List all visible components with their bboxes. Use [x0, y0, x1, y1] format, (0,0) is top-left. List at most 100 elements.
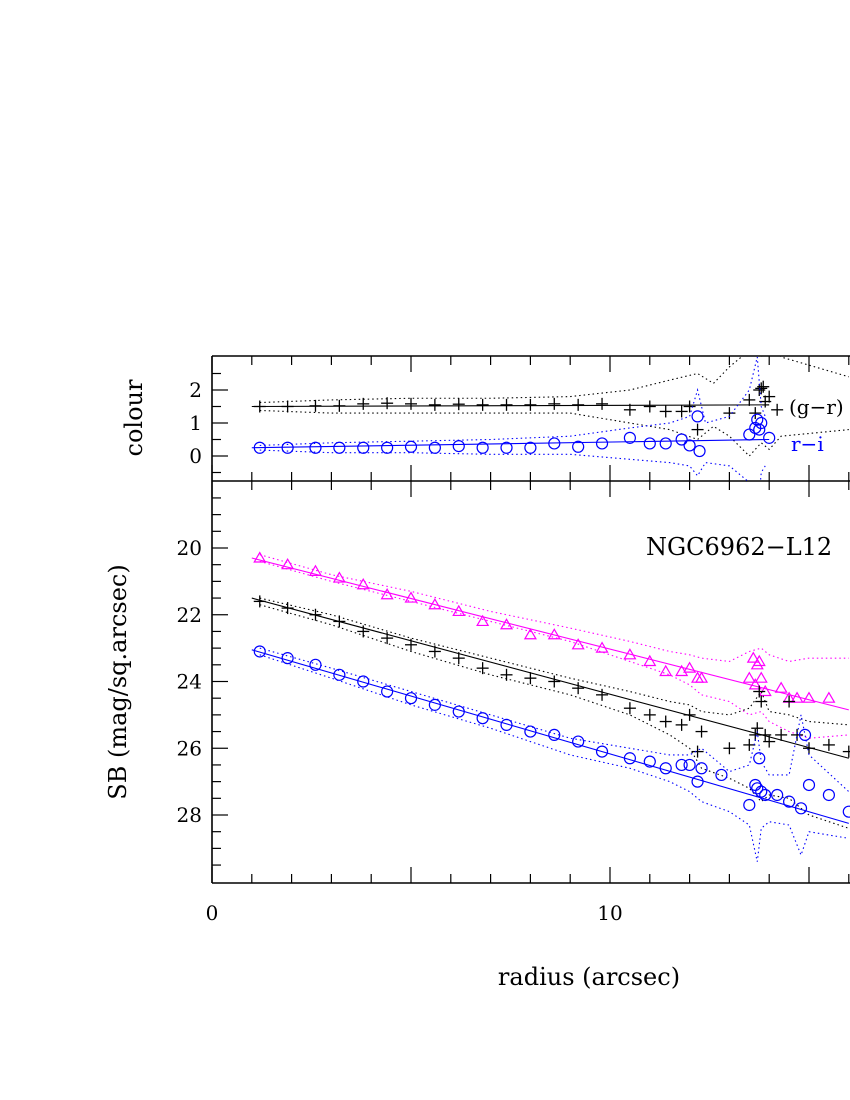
colour-r-i-point	[452, 440, 465, 453]
surface-brightness-i-point	[753, 752, 766, 765]
x-tick-label: 10	[597, 901, 622, 925]
surface-brightness-i-point	[595, 745, 609, 758]
surface-brightness-r-point	[428, 645, 441, 658]
colour-g-r-point	[381, 397, 394, 410]
colour-r-i-point	[755, 416, 768, 430]
colour-g-r-point	[452, 398, 465, 411]
surface-brightness-g-point	[452, 604, 466, 617]
axes-ticks: 0 10 0 1 2 20 22 24 26 28	[177, 356, 850, 925]
surface-brightness-r-point	[659, 715, 672, 728]
surface-brightness-r-point	[309, 608, 322, 621]
surface-brightness-g-point	[380, 588, 394, 600]
surface-brightness-i-point	[695, 762, 708, 775]
surface-brightness-i-point	[548, 728, 561, 742]
colour-axis-label: colour	[120, 379, 148, 456]
surface-brightness-i-point	[743, 798, 756, 812]
surface-brightness-g-point	[476, 614, 490, 627]
surface-brightness-g-point	[253, 551, 267, 563]
surface-brightness-g-point	[523, 628, 537, 640]
surface-brightness-g-point	[748, 678, 762, 690]
colour-g-r-point	[743, 393, 756, 406]
surface-brightness-i-point	[691, 775, 704, 788]
colour-g-r-point	[524, 398, 537, 411]
surface-brightness-i-point	[623, 752, 637, 765]
surface-brightness-g-point	[356, 578, 370, 590]
colour-r-i-point	[643, 437, 656, 450]
colour-g-r-point	[548, 397, 561, 410]
x-axis-label: radius (arcsec)	[498, 963, 680, 991]
surface-brightness-i-point	[357, 675, 370, 688]
surface-brightness-r-point	[691, 745, 704, 758]
colour-r-i-point	[381, 441, 394, 454]
surface-brightness-i-point	[659, 762, 672, 775]
colour-r-i-point	[743, 428, 756, 441]
surface-brightness-r-point	[476, 662, 489, 675]
surface-brightness-g-point	[822, 691, 836, 703]
colour-g-r-point	[428, 398, 441, 411]
colour-r-i-point	[253, 441, 266, 454]
surface-brightness-r-point	[596, 688, 609, 701]
surface-brightness-g-point	[659, 664, 673, 677]
colour-g-r-point	[405, 397, 417, 410]
surface-brightness-r-point	[452, 652, 465, 665]
colour-g-r-point	[357, 397, 370, 410]
surface-brightness-i-point	[675, 758, 688, 772]
legend-g-r-label: (g−r)	[789, 395, 844, 419]
surface-brightness-g-point	[571, 638, 585, 650]
surface-brightness-plot-area	[251, 551, 850, 862]
sb-y-tick-label: 26	[177, 736, 202, 760]
surface-brightness-g-point	[752, 654, 766, 667]
colour-g-r-point	[757, 380, 770, 393]
surface-brightness-r-point	[842, 745, 850, 758]
colour-r-i-point	[659, 437, 672, 450]
colour-r-i-point	[404, 440, 418, 453]
surface-brightness-i-point	[683, 758, 696, 772]
surface-brightness-g-point	[595, 641, 609, 653]
surface-brightness-r-point	[753, 685, 766, 698]
surface-brightness-i-point	[404, 692, 418, 705]
surface-brightness-i-point	[476, 712, 489, 725]
surface-brightness-g-point	[623, 648, 637, 660]
colour-r-i-point	[691, 410, 704, 423]
colour-y-tick-label: 0	[189, 444, 202, 468]
x-tick-label: 0	[206, 901, 219, 925]
surface-brightness-i-point	[715, 768, 728, 782]
surface-brightness-i-fit-line	[251, 649, 849, 824]
chart-title: NGC6962−L12	[646, 533, 832, 561]
surface-brightness-r-point	[695, 725, 708, 738]
colour-g-r-point	[333, 399, 346, 412]
colour-panel	[251, 356, 849, 481]
surface-brightness-g-lower-error-band	[259, 560, 849, 739]
colour-r-i-point	[548, 437, 561, 450]
surface-brightness-r-point	[281, 602, 294, 615]
surface-brightness-i-point	[309, 658, 322, 671]
surface-brightness-r-point	[675, 718, 688, 731]
surface-brightness-g-point	[428, 598, 442, 610]
surface-brightness-r-point	[572, 682, 585, 695]
surface-brightness-r-point	[253, 595, 266, 608]
surface-brightness-i-point	[253, 645, 266, 658]
colour-r-i-point	[281, 441, 294, 454]
surface-brightness-r-point	[548, 675, 561, 688]
surface-brightness-i-upper-error-band	[259, 647, 850, 793]
sb-y-tick-label: 24	[177, 670, 202, 694]
surface-brightness-g-point	[754, 671, 768, 683]
surface-brightness-g-point	[758, 684, 772, 697]
surface-brightness-g-point	[694, 671, 709, 683]
colour-r-i-point	[524, 441, 537, 454]
colour-r-i-point	[675, 433, 688, 446]
colour-r-i-point	[693, 444, 706, 458]
colour-g-r-point	[309, 399, 322, 412]
surface-brightness-r-lower-error-band	[259, 604, 849, 829]
surface-brightness-g-point	[802, 691, 816, 703]
surface-brightness-g-upper-error-band	[259, 554, 849, 663]
surface-brightness-i-point	[428, 698, 441, 711]
surface-brightness-i-point	[798, 728, 812, 742]
surface-brightness-r-point	[743, 738, 756, 751]
surface-brightness-r-point	[759, 728, 772, 741]
colour-g-r-point	[596, 397, 609, 410]
colour-g-r-point	[749, 407, 762, 420]
surface-brightness-i-lower-error-band	[259, 654, 849, 862]
colour-r-i-point	[500, 441, 513, 454]
surface-brightness-i-point	[643, 755, 656, 768]
